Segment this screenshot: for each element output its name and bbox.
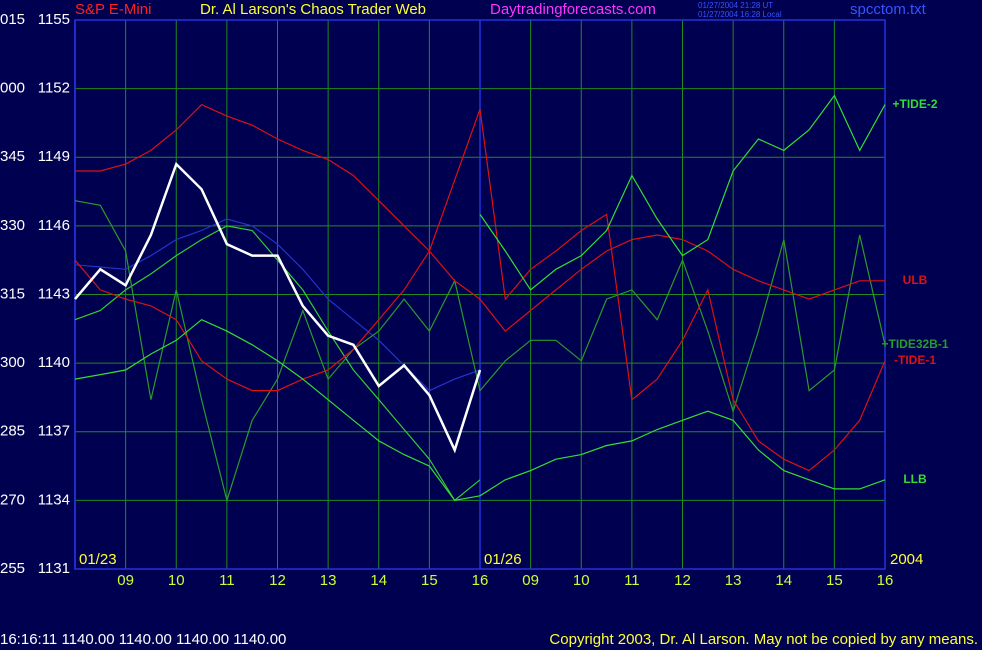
y-tick-label: 1131 bbox=[38, 560, 70, 577]
timestamp: 01/27/2004 21:28 UT bbox=[698, 1, 773, 10]
series-line bbox=[74, 319, 886, 502]
y-tick-label: 1140 bbox=[38, 354, 70, 371]
x-tick-label: 09 bbox=[117, 572, 134, 589]
date-label: 01/23 bbox=[79, 551, 117, 568]
year: 2004 bbox=[890, 551, 923, 568]
minute-label: 015 bbox=[0, 11, 25, 28]
minute-label: 270 bbox=[0, 491, 25, 508]
series-label: +TIDE-2 bbox=[892, 97, 937, 111]
minute-label: 255 bbox=[0, 560, 25, 577]
minute-label: 330 bbox=[0, 217, 25, 234]
x-tick-label: 14 bbox=[775, 572, 792, 589]
y-tick-label: 1155 bbox=[38, 11, 70, 28]
chart-title: Dr. Al Larson's Chaos Trader Web bbox=[200, 1, 426, 18]
date-label: 01/26 bbox=[484, 551, 522, 568]
series-line bbox=[479, 94, 886, 291]
series-line bbox=[75, 103, 885, 332]
series-label: LLB bbox=[903, 472, 927, 486]
series-label: +TIDE32B-1 bbox=[881, 337, 948, 351]
series-line bbox=[74, 225, 481, 502]
series-label: -TIDE-1 bbox=[894, 353, 936, 367]
y-tick-label: 1152 bbox=[38, 80, 70, 97]
x-tick-label: 10 bbox=[168, 572, 185, 589]
status-line: 16:16:11 1140.00 1140.00 1140.00 1140.00 bbox=[0, 631, 286, 648]
timestamp: 01/27/2004 16:28 Local bbox=[698, 10, 782, 19]
y-tick-label: 1149 bbox=[38, 148, 70, 165]
x-tick-label: 13 bbox=[725, 572, 742, 589]
instrument: S&P E-Mini bbox=[75, 1, 151, 18]
x-tick-label: 15 bbox=[826, 572, 843, 589]
series-line bbox=[74, 161, 482, 454]
x-tick-label: 14 bbox=[370, 572, 387, 589]
minute-label: 000 bbox=[0, 80, 25, 97]
series-label: ULB bbox=[903, 273, 928, 287]
x-tick-label: 11 bbox=[219, 572, 235, 589]
copyright: Copyright 2003, Dr. Al Larson. May not b… bbox=[549, 631, 978, 648]
y-tick-label: 1134 bbox=[38, 491, 70, 508]
x-tick-label: 16 bbox=[877, 572, 894, 589]
site: Daytradingforecasts.com bbox=[490, 1, 656, 18]
x-tick-label: 16 bbox=[472, 572, 489, 589]
x-tick-label: 15 bbox=[421, 572, 438, 589]
y-tick-label: 1143 bbox=[38, 285, 70, 302]
series-line bbox=[74, 108, 886, 472]
file-name: spcctom.txt bbox=[850, 1, 927, 18]
y-tick-label: 1137 bbox=[38, 423, 70, 440]
x-tick-label: 11 bbox=[624, 572, 640, 589]
series-line bbox=[74, 200, 886, 503]
minute-label: 315 bbox=[0, 285, 25, 302]
y-tick-label: 1146 bbox=[38, 217, 70, 234]
x-tick-label: 09 bbox=[522, 572, 539, 589]
minute-label: 285 bbox=[0, 423, 25, 440]
plot-frame bbox=[74, 19, 886, 570]
minute-label: 300 bbox=[0, 354, 25, 371]
minute-label: 345 bbox=[0, 148, 25, 165]
x-tick-label: 10 bbox=[573, 572, 590, 589]
x-tick-label: 12 bbox=[269, 572, 286, 589]
x-tick-label: 13 bbox=[320, 572, 337, 589]
x-tick-label: 12 bbox=[674, 572, 691, 589]
